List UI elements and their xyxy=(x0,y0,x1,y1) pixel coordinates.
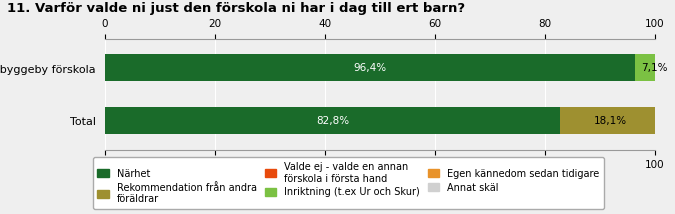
Bar xyxy=(659,107,675,134)
Bar xyxy=(635,54,674,81)
Legend: Närhet, Rekommendation från andra
föräldrar, Valde ej - valde en annan
förskola : Närhet, Rekommendation från andra föräld… xyxy=(92,157,604,209)
Bar xyxy=(105,107,560,134)
Text: 7,1%: 7,1% xyxy=(641,63,668,73)
Text: 82,8%: 82,8% xyxy=(316,116,349,126)
Text: 18,1%: 18,1% xyxy=(593,116,626,126)
Text: 96,4%: 96,4% xyxy=(353,63,386,73)
Bar xyxy=(674,54,675,81)
Text: 11. Varför valde ni just den förskola ni har i dag till ert barn?: 11. Varför valde ni just den förskola ni… xyxy=(7,2,465,15)
Bar xyxy=(105,54,635,81)
Bar xyxy=(560,107,659,134)
